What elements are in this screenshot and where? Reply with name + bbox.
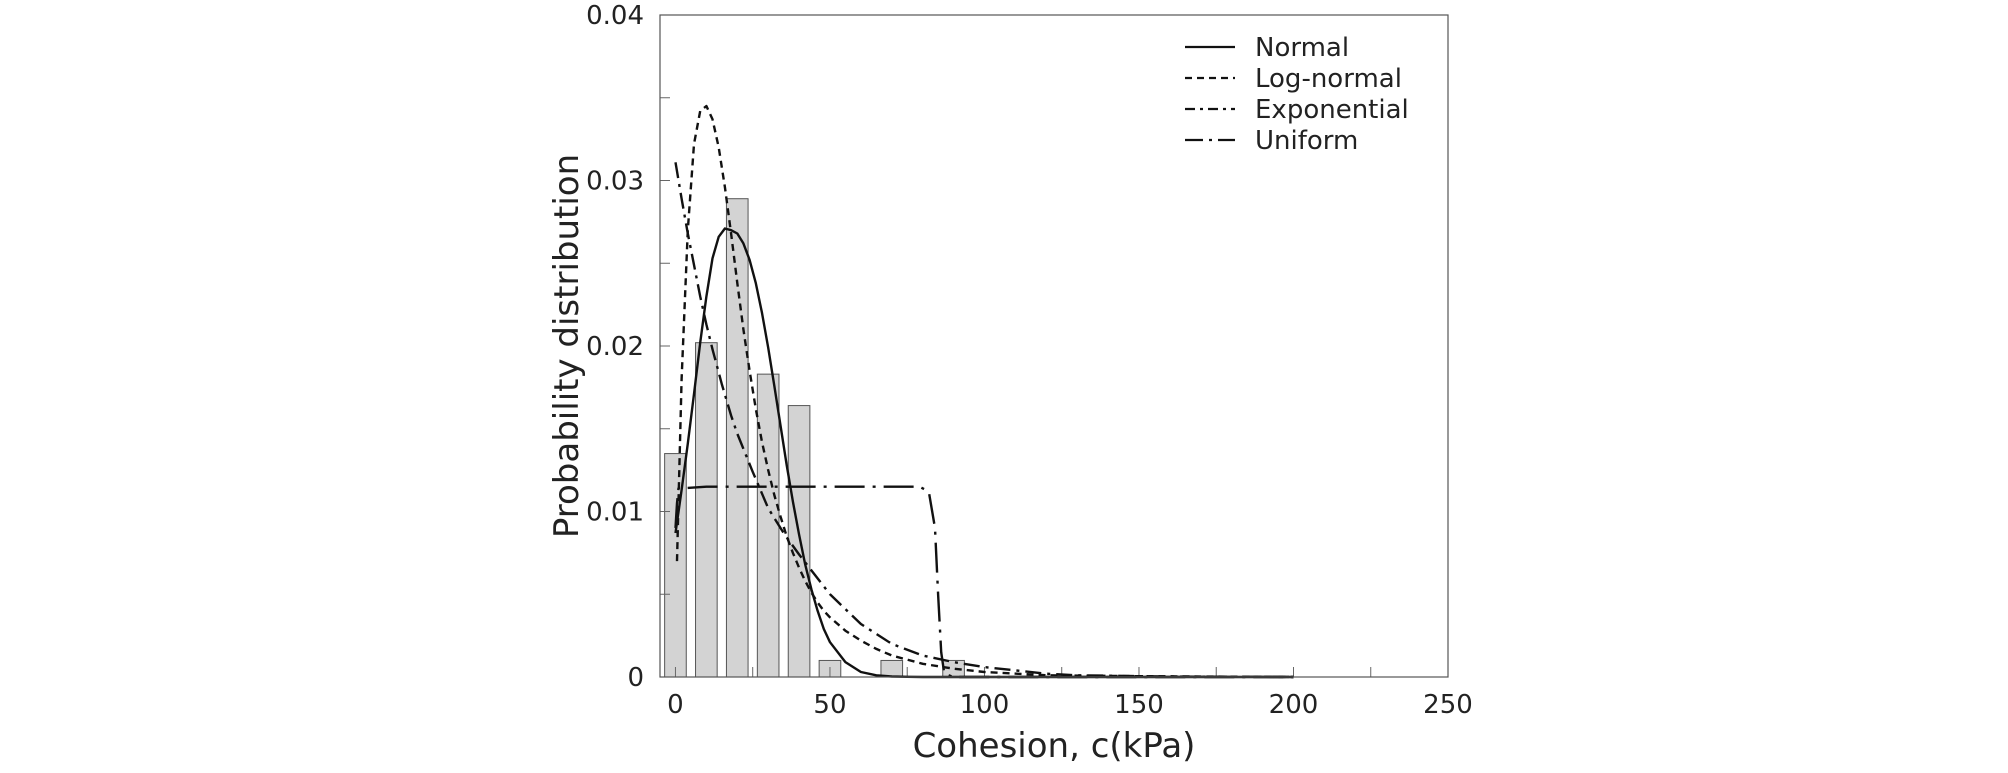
series-line-log-normal	[675, 104, 1294, 679]
y-tick-label: 0.04	[586, 1, 644, 31]
histogram-bar	[756, 373, 780, 678]
y-tick-label: 0.03	[586, 167, 644, 197]
y-tick-label: 0	[627, 663, 644, 693]
legend-label: Log-normal	[1255, 64, 1402, 94]
plot-frame	[659, 14, 1449, 678]
x-axis-title: Cohesion, c(kPa)	[913, 726, 1196, 766]
legend-label: Exponential	[1255, 95, 1409, 125]
x-tick-label: 250	[1423, 690, 1473, 720]
x-tick-label: 100	[960, 690, 1010, 720]
x-tick-label: 150	[1114, 690, 1164, 720]
histogram-bar	[787, 405, 811, 678]
histogram-bar	[880, 659, 904, 678]
histogram-bar	[725, 198, 749, 678]
x-tick-label: 50	[813, 690, 846, 720]
y-axis-title: Probability distribution	[547, 154, 587, 538]
legend-label: Normal	[1255, 33, 1349, 63]
histogram-bar	[695, 342, 718, 678]
legend-label: Uniform	[1255, 126, 1358, 156]
x-tick-label: 200	[1269, 690, 1319, 720]
y-tick-labels: 0 0.01 0.02 0.03 0.04	[586, 1, 644, 693]
x-tick-label: 0	[667, 690, 684, 720]
series-line-exponential	[674, 162, 1294, 679]
axis-ticks	[660, 14, 1449, 678]
y-tick-label: 0.02	[586, 332, 644, 362]
series-line-uniform	[674, 485, 1294, 679]
y-tick-label: 0.01	[586, 498, 644, 528]
x-tick-labels: 0 50 100 150 200 250	[667, 690, 1473, 720]
